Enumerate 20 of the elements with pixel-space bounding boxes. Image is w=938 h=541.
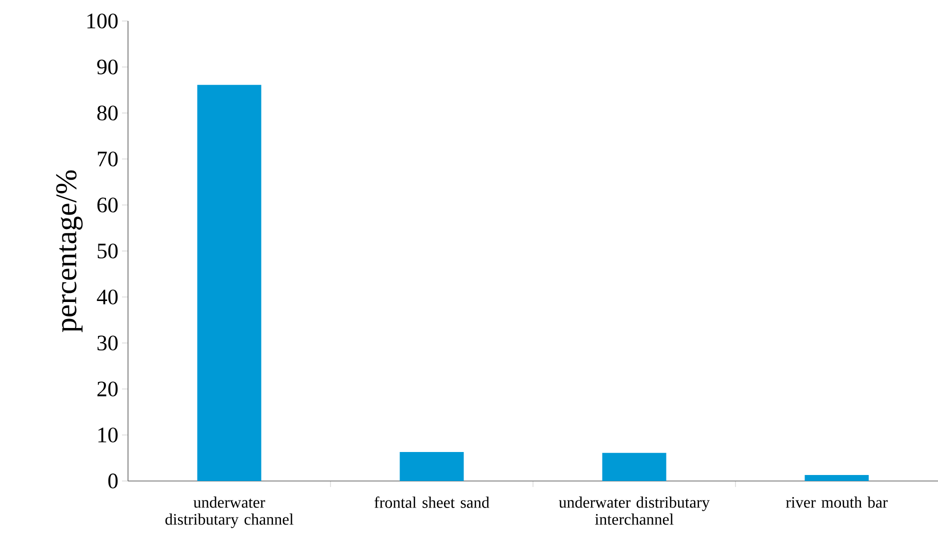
y-tick-label: 0 [108,474,118,488]
y-tick-label: 40 [96,290,118,304]
y-tick-label: 80 [97,106,118,120]
bar [197,84,262,481]
x-tick-label: frontal sheet sand [374,496,490,508]
y-tick-label: 60 [97,198,118,212]
x-tick-label: underwater distributary interchannel [558,496,710,525]
bar [602,452,666,481]
bar [400,452,464,481]
y-tick-label: 50 [98,244,118,258]
y-axis-title: percentage/% [56,170,83,332]
y-tick-label: 30 [98,336,118,350]
bar [804,475,869,481]
y-tick-label: 70 [98,152,118,166]
y-tick-label: 20 [97,382,118,396]
y-tick-label: 10 [98,428,118,442]
x-tick-label: river mouth bar [786,496,888,508]
y-tick-label: 90 [97,60,118,74]
y-tick-label: 100 [87,14,118,28]
x-tick-label: underwater distributary channel [165,496,294,528]
